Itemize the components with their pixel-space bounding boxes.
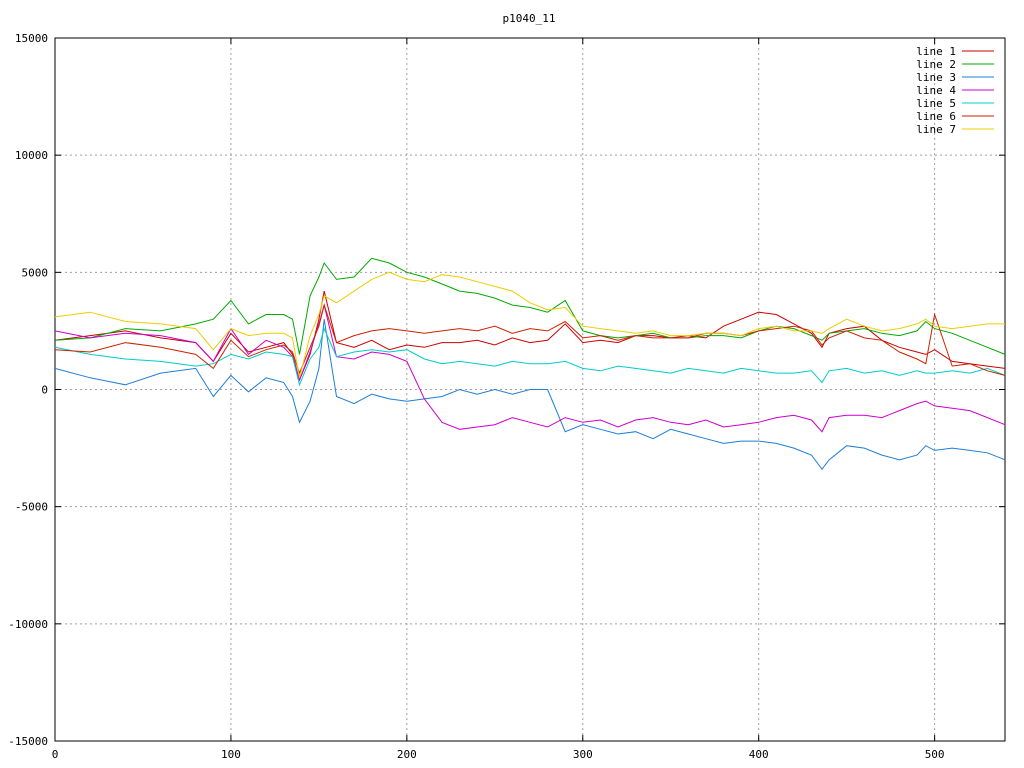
series-line-5 xyxy=(54,327,1006,387)
legend-label: line 3 xyxy=(916,71,956,84)
series-line-2 xyxy=(54,257,1006,355)
legend-label: line 6 xyxy=(916,110,956,123)
y-tick-label: 0 xyxy=(41,384,48,397)
y-tick-label: 10000 xyxy=(15,149,48,162)
series-lines xyxy=(54,257,1006,471)
axis-ticks: -15000 -10000 -5000 0 5000 10000 15000 0 100 200 3… xyxy=(8,32,1005,761)
x-tick-label: 100 xyxy=(221,748,241,761)
series-line-7 xyxy=(54,271,1005,378)
legend-label: line 5 xyxy=(916,97,956,110)
y-tick-label: 5000 xyxy=(22,266,49,279)
y-tick-label: 15000 xyxy=(15,32,48,45)
series-line-1 xyxy=(54,290,1006,382)
series-line-3 xyxy=(54,319,1006,471)
grid-lines xyxy=(55,38,1005,741)
legend-label: line 4 xyxy=(916,84,956,97)
y-tick-label: -5000 xyxy=(15,501,48,514)
x-tick-label: 200 xyxy=(397,748,417,761)
legend-label: line 2 xyxy=(916,58,956,71)
x-tick-label: 0 xyxy=(52,748,59,761)
chart-title: p1040_11 xyxy=(503,12,556,25)
y-tick-label: -10000 xyxy=(8,618,48,631)
x-tick-label: 300 xyxy=(573,748,593,761)
series-line-4 xyxy=(54,303,1006,433)
legend-label: line 1 xyxy=(916,45,956,58)
x-tick-label: 500 xyxy=(925,748,945,761)
x-tick-label: 400 xyxy=(749,748,769,761)
legend-label: line 7 xyxy=(916,123,956,136)
y-tick-label: -15000 xyxy=(8,735,48,748)
series-line-6 xyxy=(54,303,1006,376)
